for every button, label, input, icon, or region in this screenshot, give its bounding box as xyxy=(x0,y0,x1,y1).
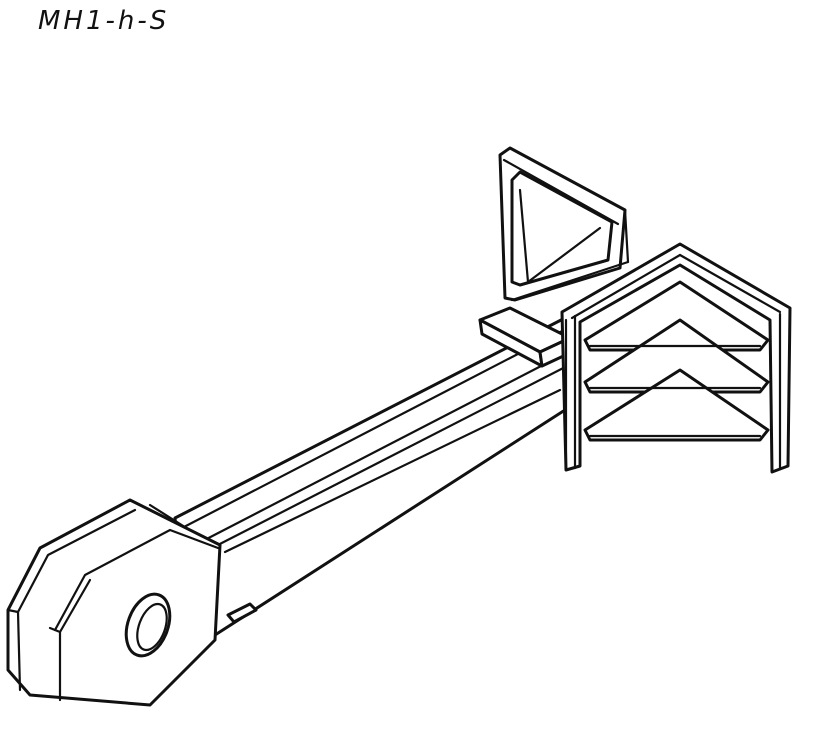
drawing-code-label: MH1-h-S xyxy=(38,6,170,36)
pivot-end xyxy=(6,498,258,707)
shelf-middle xyxy=(583,318,770,394)
shelf-bottom xyxy=(583,368,770,442)
front-shelf-bracket xyxy=(560,242,792,474)
small-tab xyxy=(226,602,258,624)
arm-clip xyxy=(478,306,574,368)
rear-triangle-bracket xyxy=(498,146,630,302)
shelf-top xyxy=(583,280,770,352)
